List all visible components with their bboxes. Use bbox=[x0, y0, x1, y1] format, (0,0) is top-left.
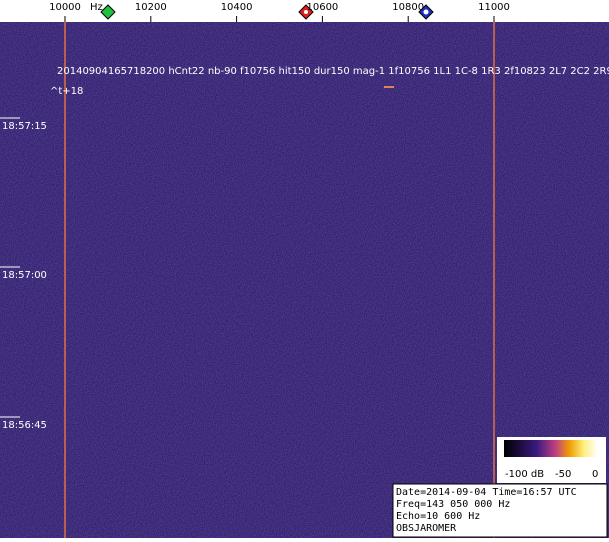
freq-tick-label: 11000 bbox=[478, 2, 510, 13]
info-line: OBSJAROMER bbox=[396, 523, 457, 534]
colorbar-label: -50 bbox=[555, 469, 571, 480]
time-label: 18:57:00 bbox=[2, 270, 47, 281]
freq-tick-label: 10000 bbox=[49, 2, 81, 13]
colorbar-label: 0 bbox=[592, 469, 598, 480]
annotation: ^t+18 bbox=[50, 86, 83, 97]
marker-dot bbox=[304, 10, 308, 14]
colorbar bbox=[504, 440, 598, 457]
colorbar-label: -100 dB bbox=[505, 469, 544, 480]
freq-tick-label: 10800 bbox=[392, 2, 424, 13]
marker-green[interactable] bbox=[100, 4, 116, 20]
freq-tick-label: 10200 bbox=[135, 2, 167, 13]
annotation: 20140904165718200 hCnt22 nb-90 f10756 hi… bbox=[57, 66, 609, 77]
frequency-markers bbox=[100, 4, 434, 20]
freq-tick-label: 10600 bbox=[306, 2, 338, 13]
marker-dot bbox=[423, 9, 429, 15]
info-line: Freq=143 050 000 Hz bbox=[396, 499, 510, 510]
time-label: 18:57:15 bbox=[2, 121, 47, 132]
info-line: Date=2014-09-04 Time=16:57 UTC bbox=[396, 487, 577, 498]
time-label: 18:56:45 bbox=[2, 420, 47, 431]
freq-tick-label: 10400 bbox=[221, 2, 253, 13]
freq-unit: Hz bbox=[90, 2, 103, 13]
info-box bbox=[392, 483, 608, 538]
info-line: Echo=10 600 Hz bbox=[396, 511, 480, 522]
